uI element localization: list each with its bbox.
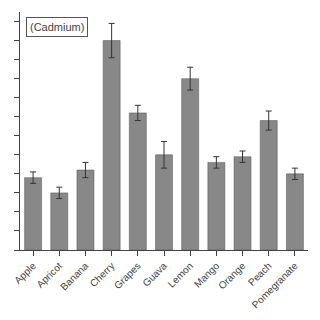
svg-text:Orange: Orange [216,260,248,292]
svg-text:Apple: Apple [12,260,38,286]
svg-text:(Cadmium): (Cadmium) [30,21,84,33]
svg-text:Mango: Mango [192,260,222,290]
svg-text:Cherry: Cherry [88,260,117,289]
svg-text:Pomegranate: Pomegranate [250,260,301,311]
svg-text:Banana: Banana [58,260,90,292]
svg-text:Guava: Guava [140,260,169,289]
svg-text:Lemon: Lemon [166,260,195,289]
svg-text:Peach: Peach [246,260,274,288]
svg-text:Apricot: Apricot [34,260,64,290]
svg-text:Grapes: Grapes [112,260,143,291]
